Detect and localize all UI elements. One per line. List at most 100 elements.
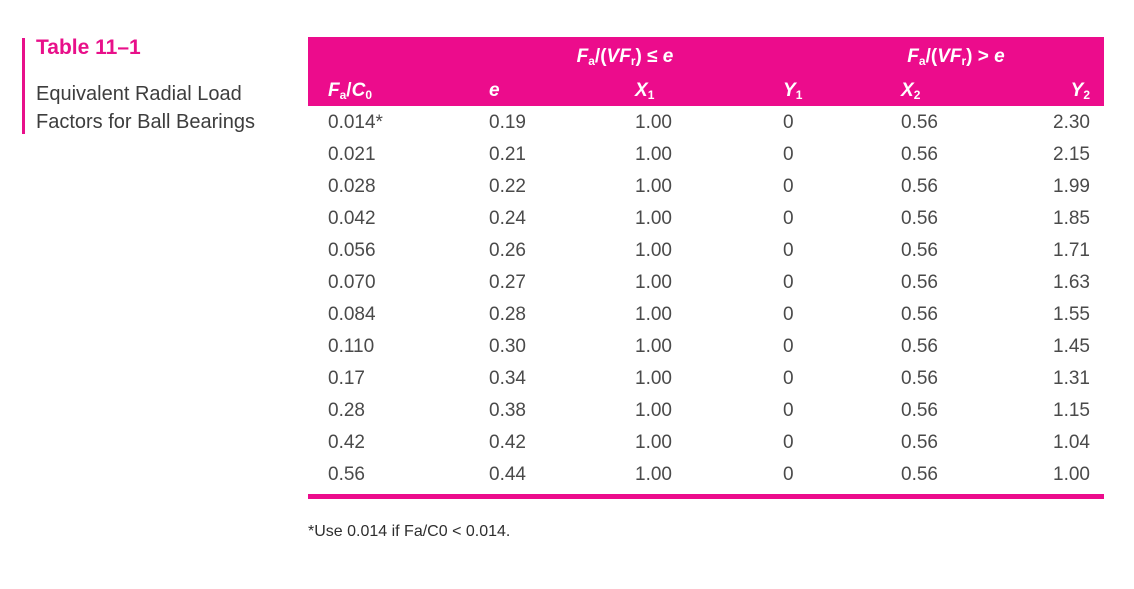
- cell-x1: 1.00: [635, 304, 672, 325]
- cell-x2: 0.56: [901, 368, 938, 389]
- table-row: 0.084 0.28 1.00 0 0.56 1.55: [308, 298, 1104, 330]
- cell-y2: 1.31: [1053, 368, 1090, 389]
- cell-y2: 2.15: [1053, 144, 1090, 165]
- header-fa-c0: Fa/C0: [328, 80, 372, 102]
- cell-fa-c0: 0.17: [328, 368, 365, 389]
- table-row: 0.042 0.24 1.00 0 0.56 1.85: [308, 202, 1104, 234]
- cell-x2: 0.56: [901, 400, 938, 421]
- cell-fa-c0: 0.28: [328, 400, 365, 421]
- cell-x1: 1.00: [635, 208, 672, 229]
- cell-y2: 1.63: [1053, 272, 1090, 293]
- cell-x1: 1.00: [635, 272, 672, 293]
- cell-fa-c0: 0.021: [328, 144, 376, 165]
- header-y1: Y1: [783, 80, 803, 102]
- cell-e: 0.26: [489, 240, 526, 261]
- cell-e: 0.28: [489, 304, 526, 325]
- table-bottom-rule: [308, 494, 1104, 499]
- cell-x1: 1.00: [635, 368, 672, 389]
- cell-y2: 1.45: [1053, 336, 1090, 357]
- cell-y1: 0: [783, 336, 794, 357]
- table-row: 0.056 0.26 1.00 0 0.56 1.71: [308, 234, 1104, 266]
- cell-fa-c0: 0.014*: [328, 112, 383, 133]
- header-group-le-e: Fa/(VFr) ≤ e: [576, 46, 674, 68]
- header-group-gt-e: Fa/(VFr) > e: [907, 46, 1005, 68]
- cell-x2: 0.56: [901, 336, 938, 357]
- cell-e: 0.22: [489, 176, 526, 197]
- cell-x2: 0.56: [901, 272, 938, 293]
- cell-x1: 1.00: [635, 336, 672, 357]
- cell-e: 0.34: [489, 368, 526, 389]
- cell-x2: 0.56: [901, 464, 938, 485]
- header-x1: X1: [635, 80, 655, 102]
- cell-fa-c0: 0.56: [328, 464, 365, 485]
- cell-x2: 0.56: [901, 432, 938, 453]
- cell-y1: 0: [783, 272, 794, 293]
- cell-e: 0.38: [489, 400, 526, 421]
- cell-y1: 0: [783, 304, 794, 325]
- cell-fa-c0: 0.110: [328, 336, 375, 357]
- cell-fa-c0: 0.028: [328, 176, 376, 197]
- cell-e: 0.44: [489, 464, 526, 485]
- cell-e: 0.27: [489, 272, 526, 293]
- cell-x1: 1.00: [635, 432, 672, 453]
- header-e: e: [489, 80, 500, 101]
- cell-fa-c0: 0.042: [328, 208, 376, 229]
- cell-y1: 0: [783, 240, 794, 261]
- cell-y2: 1.55: [1053, 304, 1090, 325]
- cell-y2: 1.04: [1053, 432, 1090, 453]
- cell-y1: 0: [783, 368, 794, 389]
- table-row: 0.17 0.34 1.00 0 0.56 1.31: [308, 362, 1104, 394]
- cell-y2: 1.00: [1053, 464, 1090, 485]
- cell-x2: 0.56: [901, 144, 938, 165]
- table-body: 0.014* 0.19 1.00 0 0.56 2.30 0.021 0.21 …: [308, 106, 1104, 490]
- table-number: Table 11–1: [36, 36, 141, 59]
- table-title: Equivalent Radial Load Factors for Ball …: [36, 83, 255, 133]
- header-x2: X2: [901, 80, 921, 102]
- cell-y2: 1.99: [1053, 176, 1090, 197]
- load-factor-table: Fa/(VFr) ≤ e Fa/(VFr) > e Fa/C0 e X1 Y1 …: [308, 37, 1104, 499]
- cell-x1: 1.00: [635, 464, 672, 485]
- cell-x1: 1.00: [635, 112, 672, 133]
- cell-fa-c0: 0.070: [328, 272, 376, 293]
- table-row: 0.028 0.22 1.00 0 0.56 1.99: [308, 170, 1104, 202]
- cell-x2: 0.56: [901, 176, 938, 197]
- table-row: 0.110 0.30 1.00 0 0.56 1.45: [308, 330, 1104, 362]
- cell-e: 0.21: [489, 144, 526, 165]
- cell-y1: 0: [783, 432, 794, 453]
- cell-x1: 1.00: [635, 400, 672, 421]
- cell-e: 0.42: [489, 432, 526, 453]
- cell-e: 0.19: [489, 112, 526, 133]
- table-row: 0.070 0.27 1.00 0 0.56 1.63: [308, 266, 1104, 298]
- cell-x2: 0.56: [901, 304, 938, 325]
- cell-x2: 0.56: [901, 208, 938, 229]
- cell-y1: 0: [783, 176, 794, 197]
- table-footnote: *Use 0.014 if Fa/C0 < 0.014.: [308, 523, 511, 540]
- cell-y1: 0: [783, 464, 794, 485]
- table-row: 0.56 0.44 1.00 0 0.56 1.00: [308, 458, 1104, 490]
- cell-x2: 0.56: [901, 112, 938, 133]
- table-row: 0.021 0.21 1.00 0 0.56 2.15: [308, 138, 1104, 170]
- cell-x1: 1.00: [635, 176, 672, 197]
- cell-y1: 0: [783, 208, 794, 229]
- cell-y2: 2.30: [1053, 112, 1090, 133]
- cell-y1: 0: [783, 112, 794, 133]
- table-row: 0.42 0.42 1.00 0 0.56 1.04: [308, 426, 1104, 458]
- table-header: Fa/(VFr) ≤ e Fa/(VFr) > e Fa/C0 e X1 Y1 …: [308, 37, 1104, 106]
- cell-e: 0.30: [489, 336, 526, 357]
- cell-y2: 1.71: [1053, 240, 1090, 261]
- cell-y1: 0: [783, 400, 794, 421]
- table-row: 0.014* 0.19 1.00 0 0.56 2.30: [308, 106, 1104, 138]
- cell-y1: 0: [783, 144, 794, 165]
- table-row: 0.28 0.38 1.00 0 0.56 1.15: [308, 394, 1104, 426]
- cell-fa-c0: 0.056: [328, 240, 376, 261]
- cell-fa-c0: 0.42: [328, 432, 365, 453]
- cell-y2: 1.15: [1053, 400, 1090, 421]
- cell-x1: 1.00: [635, 240, 672, 261]
- cell-x2: 0.56: [901, 240, 938, 261]
- caption-accent-bar: [22, 38, 25, 134]
- header-y2: Y2: [1070, 80, 1090, 102]
- cell-fa-c0: 0.084: [328, 304, 376, 325]
- cell-x1: 1.00: [635, 144, 672, 165]
- cell-e: 0.24: [489, 208, 526, 229]
- cell-y2: 1.85: [1053, 208, 1090, 229]
